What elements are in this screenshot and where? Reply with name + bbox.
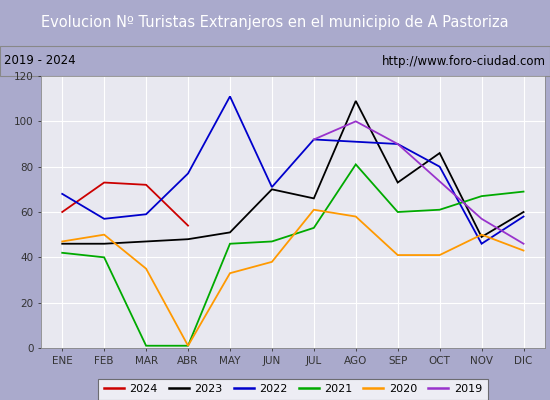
Text: http://www.foro-ciudad.com: http://www.foro-ciudad.com — [382, 54, 546, 68]
Text: Evolucion Nº Turistas Extranjeros en el municipio de A Pastoriza: Evolucion Nº Turistas Extranjeros en el … — [41, 16, 509, 30]
Legend: 2024, 2023, 2022, 2021, 2020, 2019: 2024, 2023, 2022, 2021, 2020, 2019 — [98, 379, 488, 400]
Text: 2019 - 2024: 2019 - 2024 — [4, 54, 76, 68]
